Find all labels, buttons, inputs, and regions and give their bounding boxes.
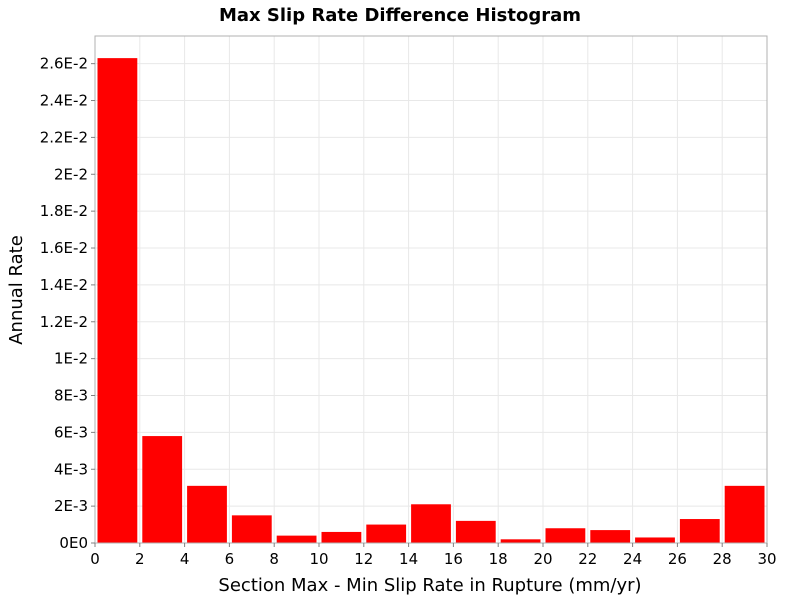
histogram-bars [97, 58, 765, 544]
histogram-bar [321, 531, 362, 543]
x-axis: 0 2 4 6 8 10 12 14 16 18 20 22 24 26 28 30 [90, 543, 777, 568]
y-tick-label: 4E-3 [54, 460, 88, 478]
y-tick-labels: 0E0 2E-3 4E-3 6E-3 8E-3 1E-2 1.2E-2 1.4E-2 1.6E-… [40, 55, 88, 552]
histogram-bar [276, 535, 317, 543]
x-tick-label: 16 [444, 550, 463, 568]
x-tick-marks [94, 543, 768, 547]
histogram-bar [366, 524, 407, 543]
histogram-bar [142, 436, 183, 543]
y-tick-label: 2E-3 [54, 497, 88, 515]
x-tick-label: 22 [578, 550, 597, 568]
y-tick-label: 0E0 [59, 534, 88, 552]
x-tick-label: 18 [489, 550, 508, 568]
x-axis-label: Section Max - Min Slip Rate in Rupture (… [218, 575, 641, 596]
y-tick-label: 2E-2 [54, 165, 88, 183]
y-tick-label: 1.8E-2 [40, 202, 88, 220]
histogram-bar [455, 520, 496, 543]
x-tick-labels: 0 2 4 6 8 10 12 14 16 18 20 22 24 26 28 30 [90, 550, 776, 568]
histogram-bar [679, 519, 720, 543]
y-tick-label: 6E-3 [54, 423, 88, 441]
y-tick-label: 1E-2 [54, 350, 88, 368]
histogram-bar [231, 515, 272, 543]
plot-background [95, 36, 767, 543]
y-tick-marks [91, 63, 95, 544]
y-axis-label: Annual Rate [6, 235, 27, 345]
y-axis: 0E0 2E-3 4E-3 6E-3 8E-3 1E-2 1.2E-2 1.4E-2 1.6E-… [40, 55, 95, 552]
x-tick-label: 24 [623, 550, 642, 568]
histogram-bar [635, 537, 675, 543]
x-tick-label: 30 [757, 550, 776, 568]
x-tick-label: 0 [90, 550, 100, 568]
histogram-bar [97, 58, 138, 544]
x-tick-label: 4 [180, 550, 190, 568]
x-gridlines [139, 36, 723, 543]
x-tick-label: 6 [225, 550, 235, 568]
chart-title: Max Slip Rate Difference Histogram [219, 5, 581, 26]
plot-area [94, 35, 768, 544]
y-tick-label: 2.6E-2 [40, 55, 88, 73]
histogram-bar [411, 504, 451, 543]
y-tick-label: 1.6E-2 [40, 239, 88, 257]
x-tick-label: 8 [269, 550, 279, 568]
histogram-bar [545, 528, 586, 543]
x-tick-label: 26 [668, 550, 687, 568]
x-tick-label: 2 [135, 550, 145, 568]
x-tick-label: 28 [713, 550, 732, 568]
x-tick-label: 12 [354, 550, 373, 568]
x-tick-label: 14 [399, 550, 418, 568]
x-tick-label: 20 [533, 550, 552, 568]
y-tick-label: 1.2E-2 [40, 313, 88, 331]
plot-border [94, 35, 768, 544]
y-tick-label: 2.2E-2 [40, 128, 88, 146]
x-tick-label: 10 [309, 550, 328, 568]
y-tick-label: 2.4E-2 [40, 92, 88, 110]
histogram-bar [590, 530, 631, 543]
y-tick-label: 8E-3 [54, 387, 88, 405]
y-tick-label: 1.4E-2 [40, 276, 88, 294]
histogram-bar [187, 485, 227, 543]
histogram-bar [724, 485, 765, 543]
histogram-bar [500, 539, 541, 543]
